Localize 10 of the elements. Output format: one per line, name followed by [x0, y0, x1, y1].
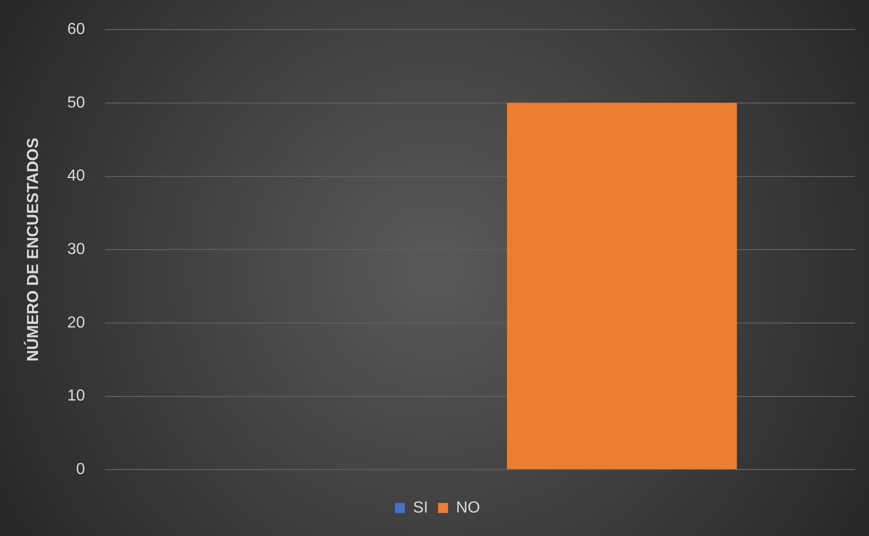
legend-label: SI	[412, 499, 428, 516]
y-tick-label: 30	[67, 241, 86, 258]
y-tick-label: 50	[67, 94, 86, 112]
y-tick-label: 0	[76, 461, 86, 478]
y-tick-label: 10	[67, 388, 86, 405]
y-tick-label: 60	[67, 21, 86, 38]
y-axis-title: NÚMERO DE ENCUESTADOS	[23, 137, 42, 362]
legend-label: NO	[456, 499, 480, 516]
y-tick-label: 40	[67, 168, 86, 185]
y-tick-label: 20	[67, 314, 86, 332]
